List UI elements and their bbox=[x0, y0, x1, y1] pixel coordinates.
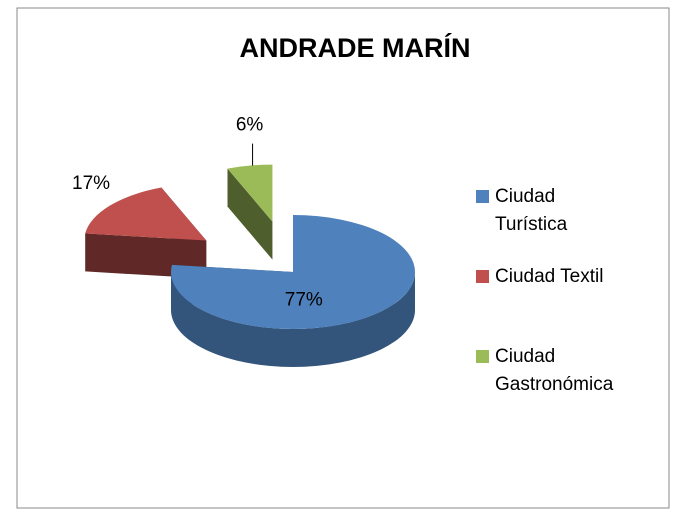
slice-top bbox=[85, 187, 207, 241]
pie-slice bbox=[171, 215, 416, 367]
legend-label: Ciudad Textil bbox=[495, 266, 604, 287]
slice-side bbox=[227, 168, 273, 260]
data-label: 77% bbox=[285, 289, 323, 310]
legend-swatch bbox=[476, 270, 489, 283]
legend-label: Ciudad Gastronómica bbox=[495, 346, 614, 395]
pie-slice bbox=[227, 164, 273, 260]
slice-wall bbox=[171, 272, 415, 367]
legend-item: Ciudad Textil bbox=[476, 263, 676, 291]
slice-top bbox=[171, 215, 416, 329]
legend-label: Ciudad Turística bbox=[495, 186, 568, 235]
legend-swatch bbox=[476, 350, 489, 363]
legend-item: Ciudad Gastronómica bbox=[476, 343, 676, 399]
data-label: 17% bbox=[72, 173, 110, 194]
data-label: 6% bbox=[236, 115, 264, 136]
slice-top bbox=[227, 164, 273, 222]
chart-title: ANDRADE MARÍN bbox=[240, 32, 471, 63]
legend-item: Ciudad Turística bbox=[476, 183, 676, 239]
legend-swatch bbox=[476, 190, 489, 203]
